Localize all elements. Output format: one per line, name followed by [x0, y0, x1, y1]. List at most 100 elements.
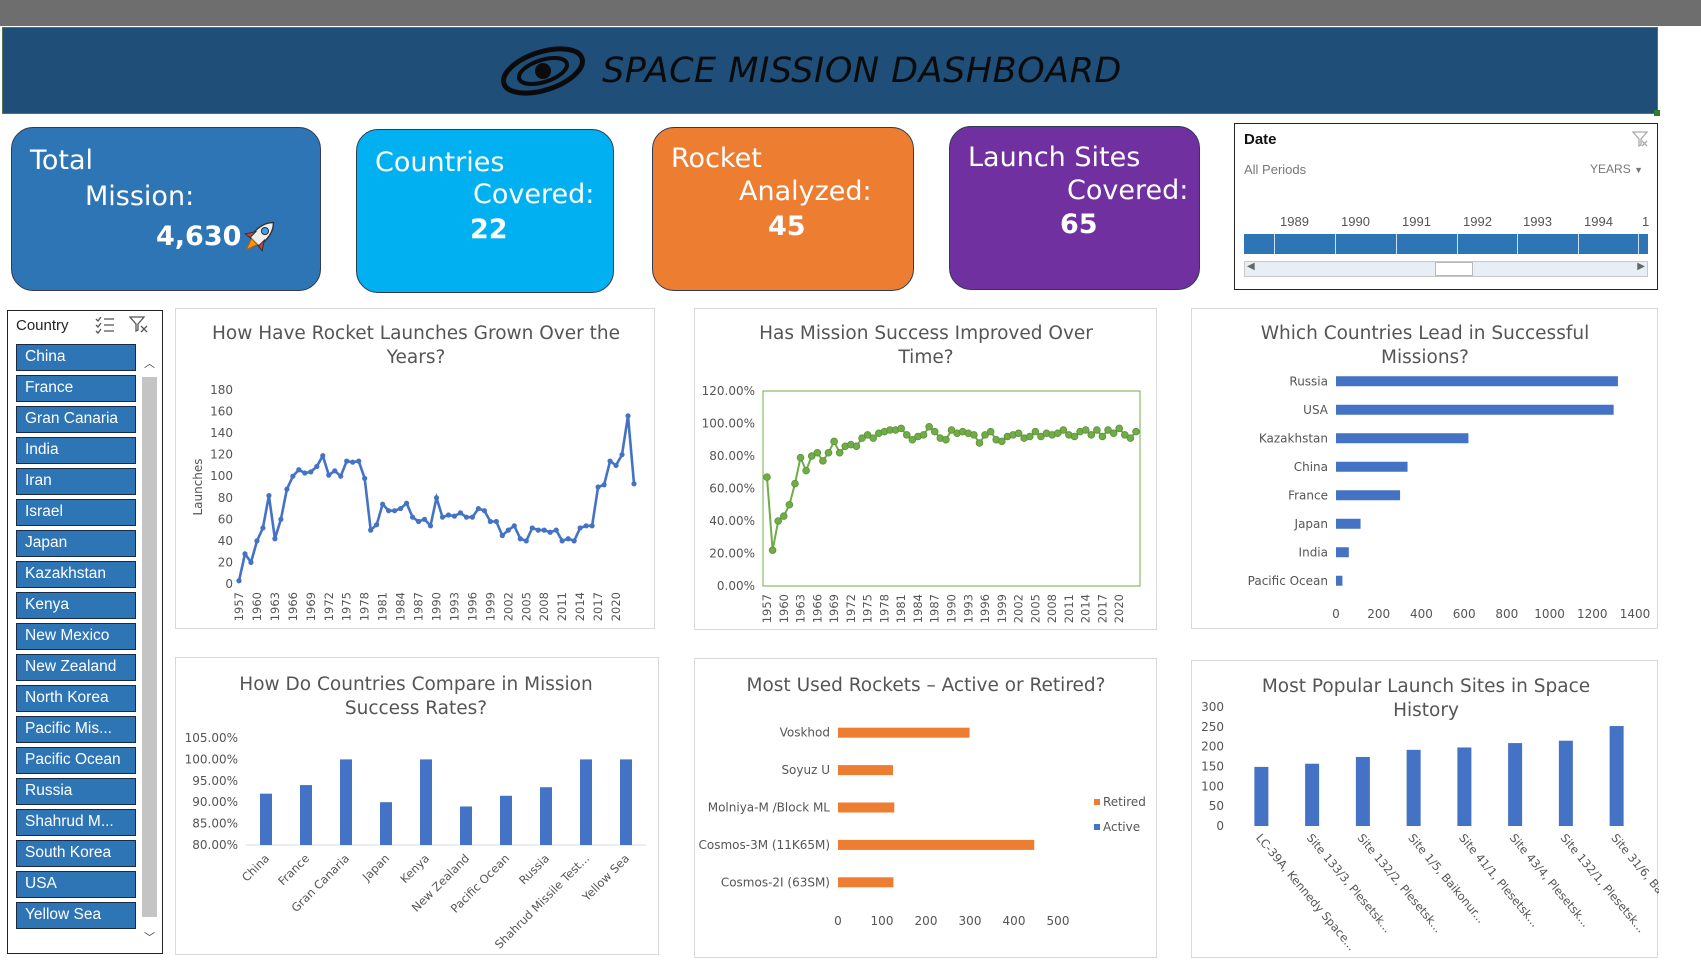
y-tick-label: 60: [218, 512, 233, 526]
country-item[interactable]: France: [16, 375, 136, 402]
x-tick-label: 1993: [961, 594, 975, 623]
y-tick-label: 250: [1201, 720, 1224, 734]
x-tick-label: 400: [1003, 914, 1026, 928]
chart-title: Which Countries Lead in Successful: [1261, 323, 1589, 344]
bar: [1336, 575, 1343, 586]
data-point: [1087, 431, 1096, 439]
country-item[interactable]: Kenya: [16, 592, 136, 619]
country-item[interactable]: Gran Canaria: [16, 406, 136, 433]
country-item[interactable]: New Zealand: [16, 654, 136, 681]
country-item[interactable]: South Korea: [16, 840, 136, 867]
legend-swatch: [1094, 799, 1100, 805]
x-tick-label: 1987: [412, 592, 426, 621]
data-point: [475, 505, 481, 512]
x-tick-label: 1975: [861, 594, 875, 623]
country-scrollbar[interactable]: ︿ ﹀: [141, 351, 158, 949]
x-tick-label: 2002: [1012, 594, 1026, 623]
country-item[interactable]: Iran: [16, 468, 136, 495]
x-tick-label: Russia: [516, 851, 552, 887]
data-point: [517, 536, 523, 542]
x-tick-label: 1960: [250, 592, 264, 621]
data-point: [852, 442, 861, 451]
data-point: [260, 525, 266, 531]
chart-country-success: Which Countries Lead in Successful Missio…: [1191, 308, 1658, 629]
data-point: [469, 514, 476, 520]
country-item[interactable]: Kazakhstan: [16, 561, 136, 588]
x-tick-label: 2014: [1079, 594, 1093, 623]
scroll-right-icon[interactable]: ▶: [1637, 261, 1645, 272]
bar: [1336, 433, 1469, 444]
country-item[interactable]: Shahrud M...: [16, 809, 136, 836]
data-point: [1081, 426, 1090, 434]
clear-filter-icon[interactable]: [129, 316, 149, 334]
country-item[interactable]: New Mexico: [16, 623, 136, 650]
kpi-countries-label-1: Countries: [375, 147, 505, 178]
data-point: [589, 523, 595, 529]
bar-retired: [838, 802, 895, 813]
data-point: [986, 427, 995, 436]
timeline-scroll-thumb[interactable]: [1435, 262, 1473, 276]
data-point: [374, 522, 380, 528]
x-tick-label: 1984: [394, 592, 408, 621]
legend-label: Retired: [1103, 795, 1146, 809]
country-item[interactable]: India: [16, 437, 136, 464]
bar: [460, 806, 472, 845]
data-point: [583, 523, 589, 529]
y-tick-label: 90.00%: [192, 795, 238, 809]
country-item[interactable]: Israel: [16, 499, 136, 526]
data-point: [451, 513, 458, 519]
date-slicer-periods: All Periods: [1244, 162, 1307, 177]
y-tick-label: 0: [225, 577, 233, 591]
y-tick-label: 120: [210, 448, 233, 462]
timeline-divider: [1638, 234, 1639, 254]
clear-filter-icon[interactable]: [1631, 130, 1649, 148]
data-point: [541, 527, 547, 533]
year-label: 1991: [1402, 214, 1431, 229]
country-item[interactable]: Pacific Ocean: [16, 747, 136, 774]
data-point: [1109, 429, 1118, 438]
timeline-scrollbar[interactable]: ◀ ▶: [1244, 261, 1648, 277]
data-point: [302, 470, 308, 476]
data-point: [523, 538, 529, 544]
country-item[interactable]: USA: [16, 871, 136, 898]
data-point: [314, 463, 320, 470]
scroll-down-icon[interactable]: ﹀: [144, 932, 155, 944]
x-tick-label: 1981: [894, 594, 908, 623]
country-slicer[interactable]: Country China France Gran Canaria India …: [7, 310, 163, 954]
data-point: [1037, 432, 1045, 441]
country-item[interactable]: Yellow Sea: [16, 902, 136, 929]
data-point: [970, 431, 978, 439]
country-item[interactable]: China: [16, 344, 136, 371]
x-tick-label: 1984: [911, 594, 925, 623]
bar: [1558, 740, 1573, 826]
data-point: [559, 538, 565, 544]
timeline-bar[interactable]: [1244, 234, 1648, 254]
data-point: [577, 525, 583, 531]
bar: [1336, 461, 1408, 472]
country-scroll-thumb[interactable]: [142, 377, 157, 917]
chart-title: Has Mission Success Improved Over: [759, 323, 1093, 344]
country-item[interactable]: North Korea: [16, 685, 136, 712]
data-point: [1121, 431, 1129, 439]
country-item[interactable]: Japan: [16, 530, 136, 557]
y-tick-label: 80.00%: [192, 838, 238, 852]
data-point: [830, 437, 838, 446]
category-label: Molniya-M /Block ML: [708, 801, 831, 815]
rocket-icon: [243, 221, 275, 253]
data-point: [1098, 432, 1107, 441]
scroll-left-icon[interactable]: ◀: [1247, 261, 1255, 272]
y-tick-label: 200: [1201, 740, 1224, 754]
chart-launches-over-years: How Have Rocket Launches Grown Over the Y…: [175, 308, 655, 629]
data-point: [919, 431, 928, 439]
bar: [540, 787, 552, 845]
scroll-up-icon[interactable]: ︿: [144, 358, 155, 370]
data-point: [308, 469, 314, 475]
country-item[interactable]: Pacific Mis...: [16, 716, 136, 743]
multi-select-icon[interactable]: [95, 316, 115, 334]
selection-handle[interactable]: [1654, 110, 1660, 116]
date-level-dropdown[interactable]: YEARS ▼: [1590, 162, 1643, 176]
y-tick-label: 100: [1201, 779, 1224, 793]
date-timeline-slicer[interactable]: Date All Periods YEARS ▼ 1989 1990 1991 …: [1234, 123, 1658, 290]
country-item[interactable]: Russia: [16, 778, 136, 805]
data-point: [858, 434, 866, 442]
